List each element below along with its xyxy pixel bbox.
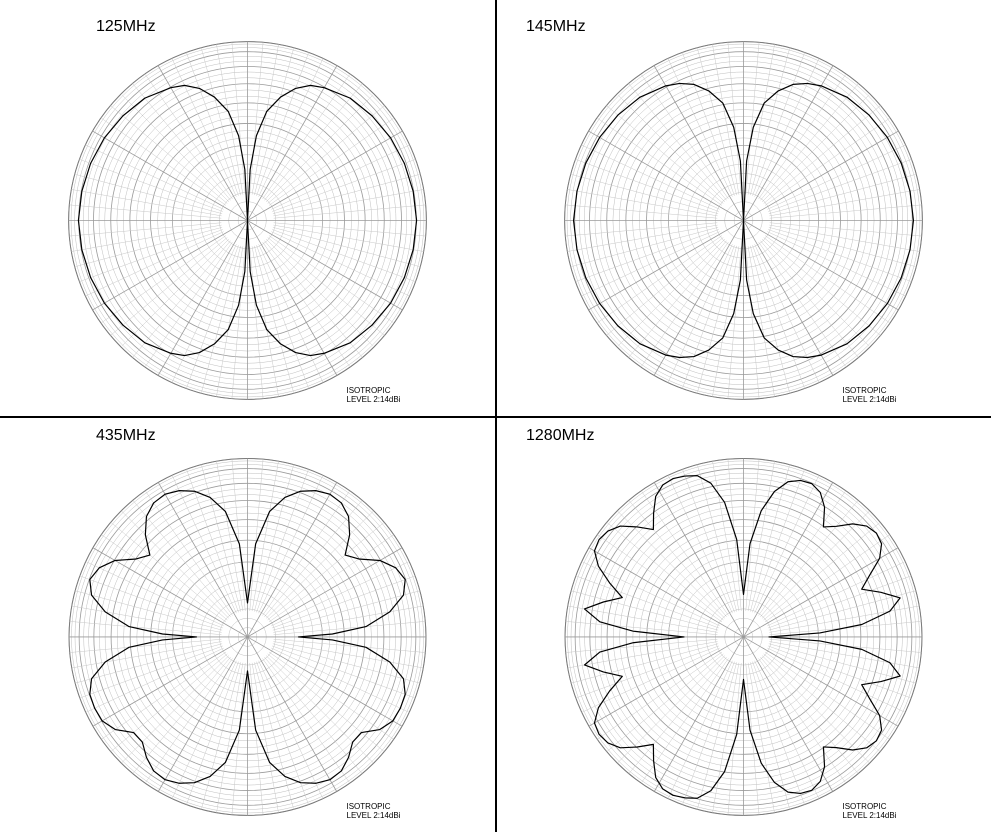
polar-plot-cell: 1280MHz ISOTROPIC LEVEL 2:14dBi — [496, 417, 991, 832]
polar-plot-svg — [496, 417, 991, 832]
polar-plot-cell: 145MHz ISOTROPIC LEVEL 2:14dBi — [496, 0, 991, 416]
plot-legend: ISOTROPIC LEVEL 2:14dBi — [843, 803, 897, 821]
plot-legend: ISOTROPIC LEVEL 2:14dBi — [347, 387, 401, 405]
plot-title: 145MHz — [526, 18, 586, 36]
plot-legend: ISOTROPIC LEVEL 2:14dBi — [347, 803, 401, 821]
polar-plot-cell: 125MHz ISOTROPIC LEVEL 2:14dBi — [0, 0, 495, 416]
polar-pattern-grid: 125MHz ISOTROPIC LEVEL 2:14dBi 145MHz ISOTR… — [0, 0, 991, 832]
polar-plot-cell: 435MHz ISOTROPIC LEVEL 2:14dBi — [0, 417, 495, 832]
plot-legend: ISOTROPIC LEVEL 2:14dBi — [843, 387, 897, 405]
plot-title: 1280MHz — [526, 427, 594, 445]
polar-plot-svg — [0, 417, 495, 832]
plot-title: 125MHz — [96, 18, 156, 36]
polar-plot-svg — [496, 0, 991, 416]
polar-plot-svg — [0, 0, 495, 416]
plot-title: 435MHz — [96, 427, 156, 445]
